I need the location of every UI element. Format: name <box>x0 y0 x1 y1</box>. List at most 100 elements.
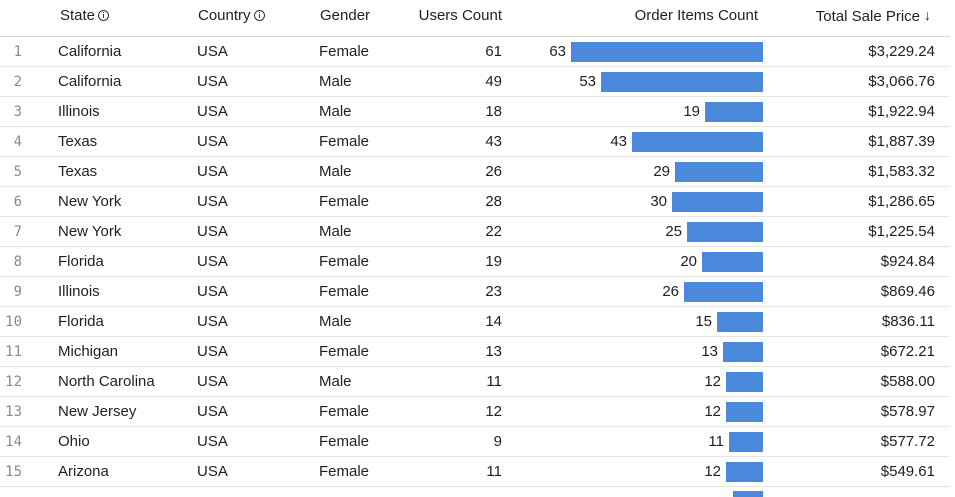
data-table: State Country Gender Users Count Order I… <box>0 0 950 487</box>
cell-country: USA <box>197 133 228 150</box>
order-items-bar <box>672 192 763 212</box>
cell-total-sale-price: $1,583.32 <box>868 163 935 180</box>
cell-country: USA <box>197 103 228 120</box>
order-items-bar <box>726 402 763 422</box>
cell-country: USA <box>197 343 228 360</box>
cell-total-sale-price: $1,225.54 <box>868 223 935 240</box>
order-items-bar <box>684 282 763 302</box>
row-index: 7 <box>13 224 22 240</box>
cell-country: USA <box>197 433 228 450</box>
cell-state: Texas <box>58 163 98 180</box>
table-row[interactable]: 9 Illinois USA Female 23 26 $869.46 <box>0 277 950 307</box>
cell-users-count: 19 <box>485 253 502 270</box>
row-index: 4 <box>13 134 22 150</box>
cell-state: New York <box>58 193 122 210</box>
column-header-label: Users Count <box>418 7 502 24</box>
table-row[interactable]: 3 Illinois USA Male 18 19 $1,922.94 <box>0 97 950 127</box>
order-items-bar <box>723 342 763 362</box>
column-header-state[interactable]: State <box>60 7 110 25</box>
order-items-bar <box>729 432 763 452</box>
table-row[interactable]: 15 Arizona USA Female 11 12 $549.61 <box>0 457 950 487</box>
table-row[interactable]: 6 New York USA Female 28 30 $1,286.65 <box>0 187 950 217</box>
table-header: State Country Gender Users Count Order I… <box>0 0 950 37</box>
cell-gender: Male <box>319 373 352 390</box>
cell-order-items-count: 63 <box>530 37 763 66</box>
row-index: 3 <box>13 104 22 120</box>
cell-order-items-count: 53 <box>530 67 763 96</box>
row-index: 13 <box>5 404 22 420</box>
cell-order-items-count: 29 <box>530 157 763 186</box>
column-header-gender[interactable]: Gender <box>320 7 370 25</box>
cell-state: New York <box>58 223 122 240</box>
table-row[interactable]: 1 California USA Female 61 63 $3,229.24 <box>0 37 950 67</box>
cell-country: USA <box>197 223 228 240</box>
cell-users-count: 9 <box>493 433 502 450</box>
cell-users-count: 49 <box>485 73 502 90</box>
cell-users-count: 28 <box>485 193 502 210</box>
row-index: 8 <box>13 254 22 270</box>
order-items-bar <box>702 252 763 272</box>
cell-gender: Female <box>319 343 370 360</box>
order-items-value: 20 <box>680 253 697 270</box>
cell-total-sale-price: $578.97 <box>880 403 935 420</box>
order-items-value: 13 <box>701 343 718 360</box>
cell-total-sale-price: $588.00 <box>880 373 935 390</box>
row-index: 2 <box>13 74 22 90</box>
order-items-bar <box>675 162 763 182</box>
column-header-order-items-count[interactable]: Order Items Count <box>635 7 758 25</box>
row-index: 5 <box>13 164 22 180</box>
row-index: 11 <box>5 344 22 360</box>
cell-users-count: 23 <box>485 283 502 300</box>
cell-order-items-count: 19 <box>530 97 763 126</box>
order-items-value: 63 <box>549 43 566 60</box>
table-row[interactable]: 7 New York USA Male 22 25 $1,225.54 <box>0 217 950 247</box>
order-items-value: 12 <box>704 463 721 480</box>
column-header-label: State <box>60 7 96 24</box>
order-items-value: 30 <box>650 193 667 210</box>
order-items-bar <box>601 72 763 92</box>
table-row[interactable]: 12 North Carolina USA Male 11 12 $588.00 <box>0 367 950 397</box>
order-items-value: 29 <box>653 163 670 180</box>
cell-total-sale-price: $1,286.65 <box>868 193 935 210</box>
column-header-country[interactable]: Country <box>198 7 265 25</box>
cell-state: Texas <box>58 133 98 150</box>
cell-country: USA <box>197 283 228 300</box>
cell-total-sale-price: $577.72 <box>880 433 935 450</box>
cell-gender: Female <box>319 133 370 150</box>
order-items-bar <box>632 132 763 152</box>
table-row[interactable]: 8 Florida USA Female 19 20 $924.84 <box>0 247 950 277</box>
info-icon[interactable] <box>253 9 265 21</box>
cell-total-sale-price: $672.21 <box>880 343 935 360</box>
arrow-down-icon[interactable]: ↓ <box>924 7 931 23</box>
cell-users-count: 11 <box>486 373 502 390</box>
row-index: 14 <box>5 434 22 450</box>
order-items-value: 26 <box>662 283 679 300</box>
cell-order-items-count: 11 <box>530 427 763 456</box>
cell-gender: Male <box>319 163 352 180</box>
info-icon[interactable] <box>98 9 110 21</box>
table-row[interactable]: 14 Ohio USA Female 9 11 $577.72 <box>0 427 950 457</box>
order-items-value: 12 <box>704 403 721 420</box>
partial-bar-next-row <box>733 491 763 497</box>
cell-country: USA <box>197 373 228 390</box>
table-row[interactable]: 4 Texas USA Female 43 43 $1,887.39 <box>0 127 950 157</box>
column-header-label: Gender <box>320 7 371 24</box>
table-body: 1 California USA Female 61 63 $3,229.24 2 Califo… <box>0 37 950 487</box>
column-header-total-sale-price[interactable]: Total Sale Price ↓ <box>816 7 931 26</box>
cell-state: Florida <box>58 253 104 270</box>
cell-order-items-count: 12 <box>530 457 763 486</box>
column-header-users-count[interactable]: Users Count <box>419 7 502 25</box>
table-row[interactable]: 2 California USA Male 49 53 $3,066.76 <box>0 67 950 97</box>
table-row[interactable]: 11 Michigan USA Female 13 13 $672.21 <box>0 337 950 367</box>
cell-state: Florida <box>58 313 104 330</box>
cell-country: USA <box>197 253 228 270</box>
cell-users-count: 12 <box>485 403 502 420</box>
order-items-bar <box>726 372 763 392</box>
cell-order-items-count: 15 <box>530 307 763 336</box>
cell-users-count: 18 <box>485 103 502 120</box>
table-row[interactable]: 10 Florida USA Male 14 15 $836.11 <box>0 307 950 337</box>
table-row[interactable]: 5 Texas USA Male 26 29 $1,583.32 <box>0 157 950 187</box>
table-row[interactable]: 13 New Jersey USA Female 12 12 $578.97 <box>0 397 950 427</box>
cell-gender: Female <box>319 403 370 420</box>
cell-gender: Female <box>319 253 370 270</box>
